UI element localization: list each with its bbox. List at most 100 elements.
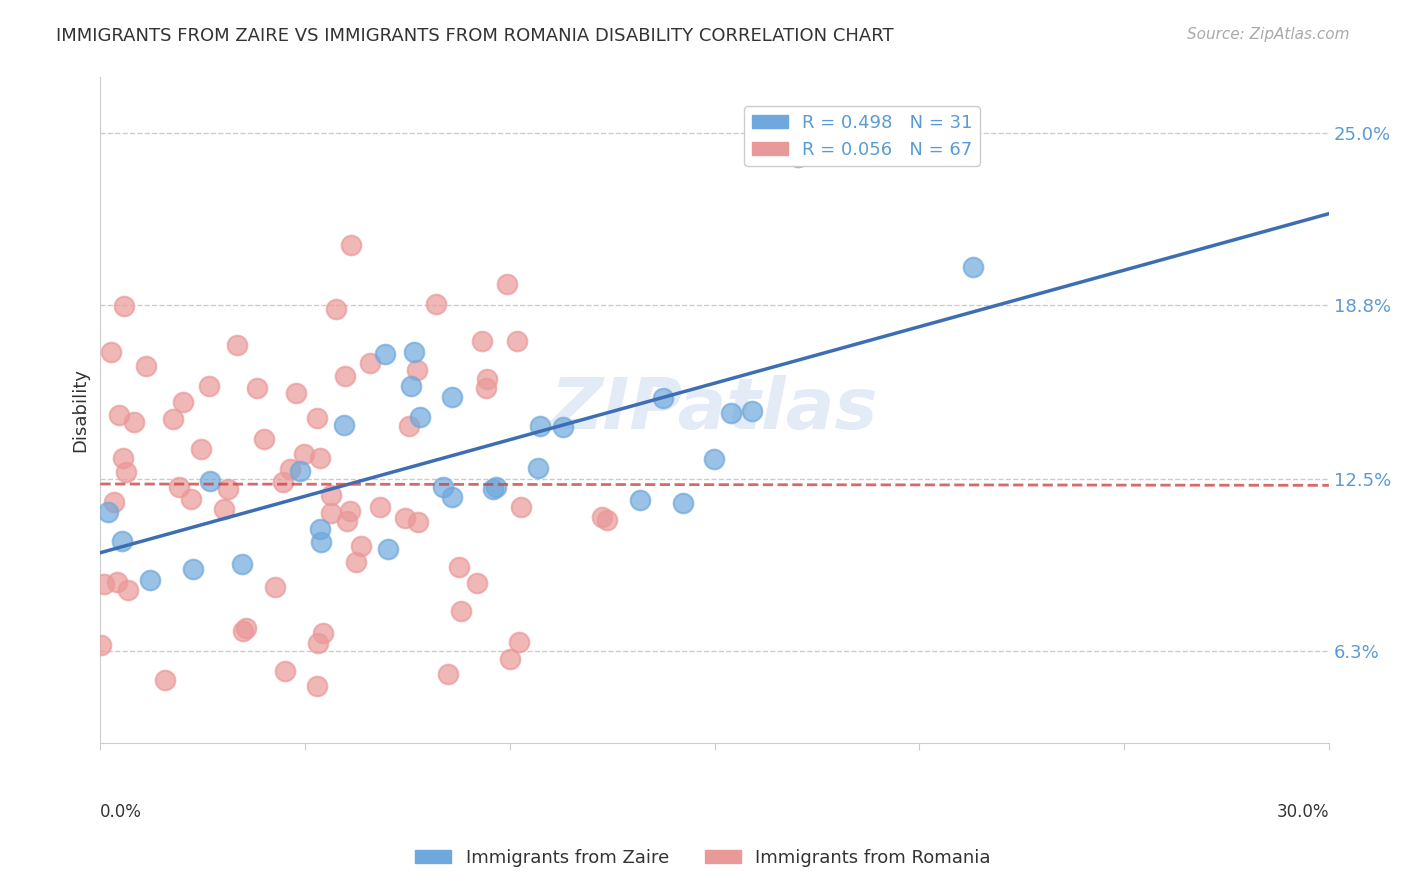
Point — [278, 461, 301, 475]
Point — [425, 297, 447, 311]
Text: IMMIGRANTS FROM ZAIRE VS IMMIGRANTS FROM ROMANIA DISABILITY CORRELATION CHART: IMMIGRANTS FROM ZAIRE VS IMMIGRANTS FROM… — [56, 27, 894, 45]
Point — [787, 150, 810, 164]
Point — [720, 406, 742, 420]
Point — [325, 301, 347, 316]
Point — [246, 381, 269, 395]
Point — [499, 652, 522, 666]
Point — [335, 514, 357, 528]
Point — [124, 415, 146, 429]
Point — [344, 555, 367, 569]
Point — [441, 390, 464, 404]
Point — [529, 419, 551, 434]
Point — [217, 483, 239, 497]
Text: 0.0%: 0.0% — [100, 804, 142, 822]
Point — [112, 299, 135, 313]
Point — [409, 410, 432, 425]
Point — [100, 345, 122, 359]
Point — [235, 621, 257, 635]
Legend: R = 0.498   N = 31, R = 0.056   N = 67: R = 0.498 N = 31, R = 0.056 N = 67 — [744, 106, 980, 166]
Point — [90, 638, 112, 652]
Point — [436, 667, 458, 681]
Point — [401, 378, 423, 392]
Point — [232, 624, 254, 639]
Point — [288, 464, 311, 478]
Point — [359, 357, 381, 371]
Point — [225, 338, 247, 352]
Point — [111, 534, 134, 549]
Point — [108, 408, 131, 422]
Point — [197, 378, 219, 392]
Point — [510, 500, 533, 514]
Point — [671, 496, 693, 510]
Point — [471, 334, 494, 349]
Point — [508, 634, 530, 648]
Point — [183, 561, 205, 575]
Point — [402, 345, 425, 359]
Point — [155, 673, 177, 687]
Point — [485, 480, 508, 494]
Point — [506, 334, 529, 348]
Point — [628, 492, 651, 507]
Point — [377, 542, 399, 557]
Point — [350, 539, 373, 553]
Point — [111, 450, 134, 465]
Point — [339, 504, 361, 518]
Point — [231, 557, 253, 571]
Point — [394, 510, 416, 524]
Point — [475, 372, 498, 386]
Point — [495, 277, 517, 291]
Point — [447, 560, 470, 574]
Legend: Immigrants from Zaire, Immigrants from Romania: Immigrants from Zaire, Immigrants from R… — [408, 842, 998, 874]
Point — [115, 465, 138, 479]
Point — [482, 482, 505, 496]
Point — [274, 664, 297, 678]
Point — [465, 576, 488, 591]
Point — [333, 418, 356, 433]
Point — [93, 576, 115, 591]
Point — [311, 535, 333, 549]
Point — [214, 502, 236, 516]
Point — [591, 510, 613, 524]
Point — [652, 391, 675, 405]
Point — [551, 420, 574, 434]
Point — [309, 522, 332, 536]
Point — [264, 581, 287, 595]
Point — [962, 260, 984, 274]
Point — [307, 411, 329, 425]
Point — [312, 626, 335, 640]
Point — [294, 446, 316, 460]
Point — [441, 490, 464, 504]
Point — [305, 679, 328, 693]
Point — [703, 451, 725, 466]
Text: 30.0%: 30.0% — [1277, 804, 1329, 822]
Point — [307, 636, 329, 650]
Point — [190, 442, 212, 457]
Point — [172, 395, 194, 409]
Point — [526, 460, 548, 475]
Point — [406, 363, 429, 377]
Point — [474, 381, 496, 395]
Point — [398, 418, 420, 433]
Text: Source: ZipAtlas.com: Source: ZipAtlas.com — [1187, 27, 1350, 42]
Point — [432, 480, 454, 494]
Point — [741, 404, 763, 418]
Point — [285, 386, 308, 401]
Point — [319, 506, 342, 520]
Point — [333, 368, 356, 383]
Point — [319, 488, 342, 502]
Point — [198, 474, 221, 488]
Point — [596, 513, 619, 527]
Y-axis label: Disability: Disability — [72, 368, 89, 452]
Point — [271, 475, 294, 489]
Point — [117, 583, 139, 598]
Point — [97, 505, 120, 519]
Point — [103, 495, 125, 509]
Point — [162, 412, 184, 426]
Text: ZIPatlas: ZIPatlas — [551, 376, 879, 444]
Point — [368, 500, 391, 514]
Point — [339, 238, 361, 252]
Point — [253, 432, 276, 446]
Point — [135, 359, 157, 373]
Point — [309, 450, 332, 465]
Point — [139, 573, 162, 587]
